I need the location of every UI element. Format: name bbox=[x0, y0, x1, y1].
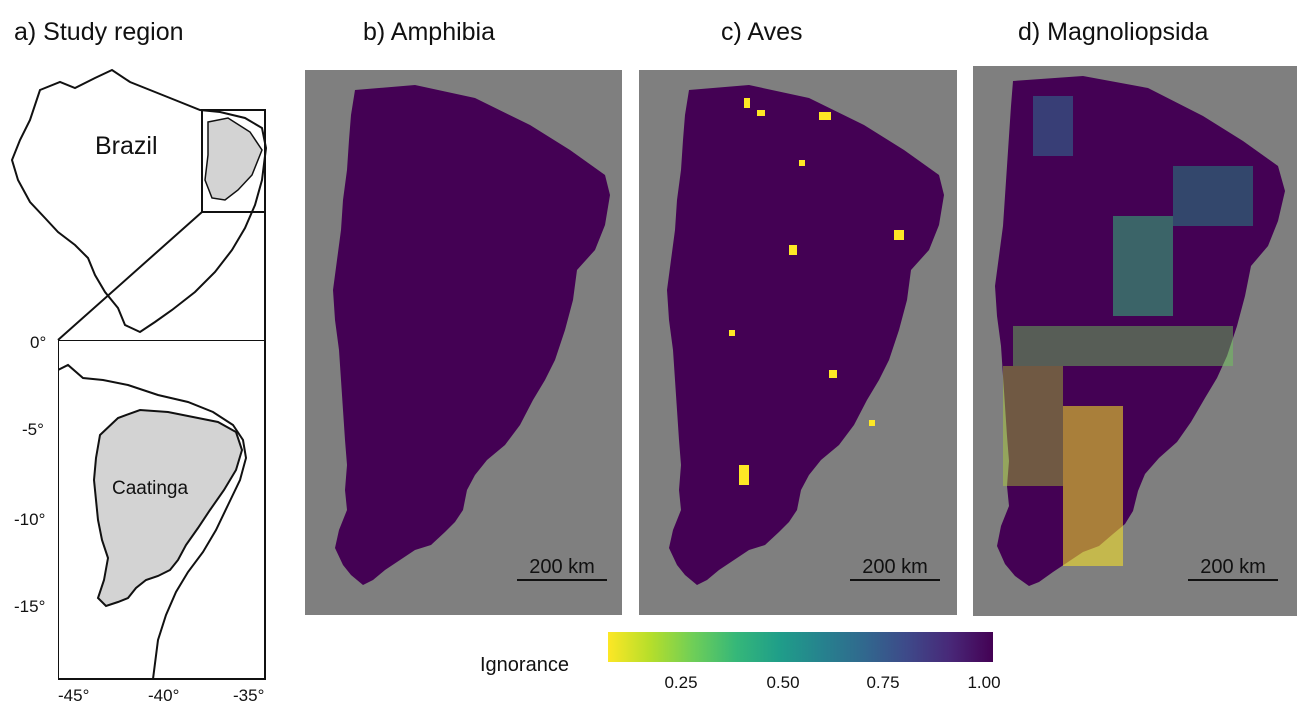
inset-box bbox=[201, 109, 266, 213]
panel-c-map bbox=[639, 70, 957, 615]
aves-shape bbox=[667, 85, 944, 585]
legend-tick-1: 0.25 bbox=[664, 673, 698, 692]
coastline bbox=[58, 363, 248, 680]
panel-b-title: b) Amphibia bbox=[363, 18, 496, 46]
magnoliopsida-hotspots bbox=[1003, 96, 1253, 566]
lon-tick-2: -35° bbox=[233, 686, 265, 705]
caatinga-shape bbox=[333, 85, 610, 585]
caatinga-region bbox=[92, 408, 244, 608]
lat-tick-3: -15° bbox=[14, 597, 46, 616]
caatinga-shape bbox=[667, 85, 944, 585]
panel-c-title: c) Aves bbox=[721, 18, 803, 46]
lon-tick-1: -40° bbox=[148, 686, 180, 705]
caatinga-label: Caatinga bbox=[112, 478, 189, 499]
legend-tick-2: 0.50 bbox=[766, 673, 800, 692]
scale-label-c: 200 km bbox=[862, 556, 928, 578]
aves-hotspots bbox=[729, 98, 904, 485]
brazil-overview-map bbox=[10, 68, 268, 341]
brazil-label: Brazil bbox=[95, 132, 158, 160]
ignorance-colorbar bbox=[608, 632, 993, 662]
scale-label-b: 200 km bbox=[529, 556, 595, 578]
magnoliopsida-shape bbox=[995, 76, 1285, 586]
panel-b-map bbox=[305, 70, 622, 615]
lat-tick-0: 0° bbox=[30, 333, 47, 352]
lat-tick-2: -10° bbox=[14, 510, 46, 529]
scale-bar-c: 200 km bbox=[850, 556, 940, 581]
scale-label-d: 200 km bbox=[1200, 556, 1266, 578]
scale-bar-d: 200 km bbox=[1188, 556, 1278, 581]
legend-title: Ignorance bbox=[480, 654, 569, 676]
caatinga-small bbox=[204, 117, 263, 201]
panel-d-title: d) Magnoliopsida bbox=[1018, 18, 1209, 46]
panel-d-map bbox=[973, 66, 1297, 616]
legend-tick-4: 1.00 bbox=[967, 673, 1001, 692]
legend-tick-3: 0.75 bbox=[866, 673, 900, 692]
panel-a-title: a) Study region bbox=[14, 18, 184, 46]
lat-tick-1: -5° bbox=[22, 420, 44, 439]
scale-bar-b: 200 km bbox=[517, 556, 607, 581]
lon-tick-0: -45° bbox=[58, 686, 90, 705]
amphibia-shape bbox=[333, 85, 610, 585]
caatinga-inset-map bbox=[58, 340, 266, 680]
